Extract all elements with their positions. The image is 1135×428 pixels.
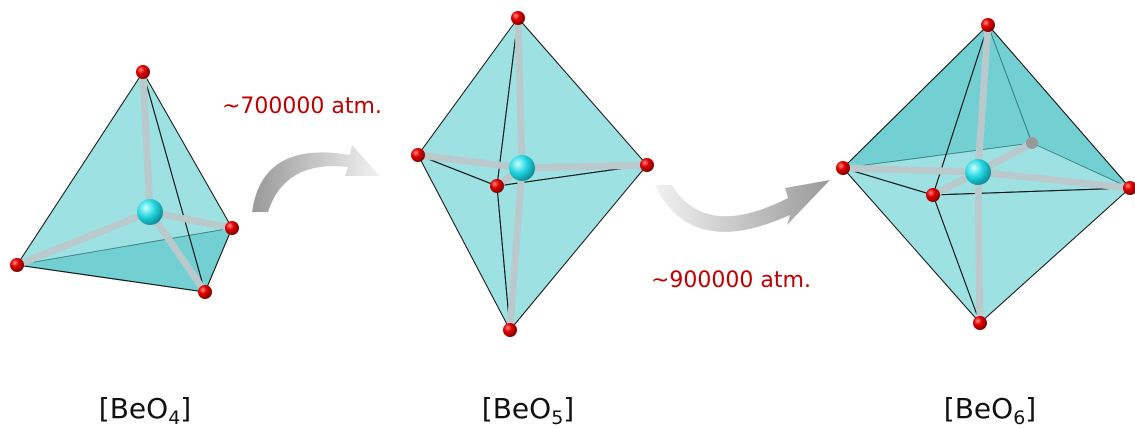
formula: [BeO6] [944, 392, 1036, 428]
formula-main: [BeO [99, 392, 168, 425]
pressure-label: ~900000 atm. [651, 268, 811, 293]
formula-subscript: 6 [1013, 407, 1025, 428]
formula-end: ] [1025, 392, 1036, 425]
octahedron [836, 18, 1135, 330]
formula-subscript: 4 [168, 407, 180, 428]
arrow [655, 180, 830, 232]
tetrahedron [10, 65, 239, 299]
pressure-label: ~700000 atm. [222, 94, 382, 119]
formula-main: [BeO [482, 392, 551, 425]
formula-main: [BeO [944, 392, 1013, 425]
formula: [BeO5] [482, 392, 574, 428]
arrow [252, 145, 380, 212]
formula-subscript: 5 [551, 407, 563, 428]
formula-end: ] [180, 392, 191, 425]
trigonal-bipyramid [411, 11, 654, 337]
formula: [BeO4] [99, 392, 191, 428]
formula-end: ] [563, 392, 574, 425]
